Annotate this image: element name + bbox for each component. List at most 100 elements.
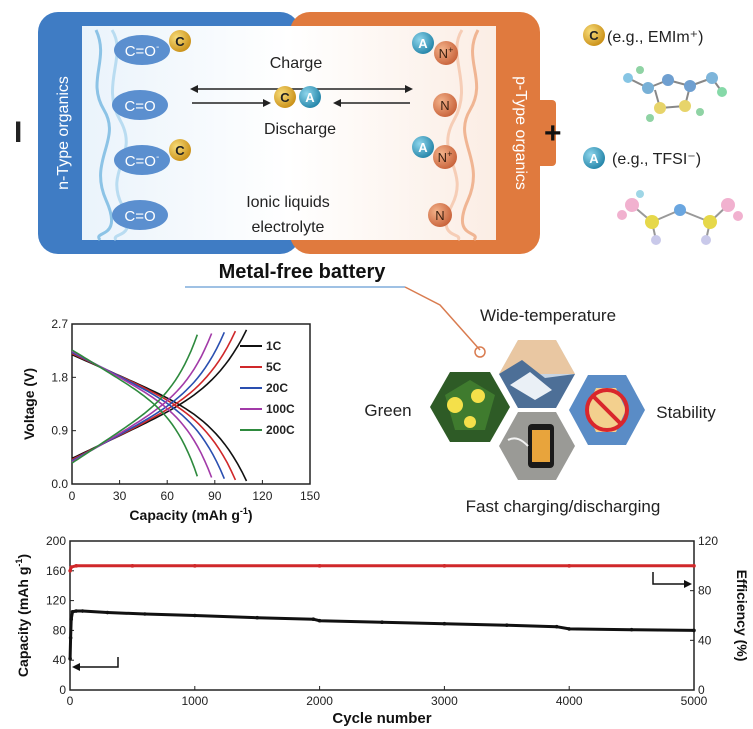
y-tick-label: 0.9 [51, 424, 68, 438]
svg-text:C: C [280, 90, 290, 105]
cathode-groups: A N+ N A N+ N [412, 32, 458, 227]
data-point-capacity [629, 627, 634, 632]
legend-label-200C: 200C [266, 423, 295, 437]
data-point-capacity [68, 636, 73, 640]
cation-bound-2: C [169, 139, 191, 161]
discharge-curve-200C [71, 349, 199, 477]
tfsi-molecule-icon [617, 190, 743, 245]
data-point-capacity [442, 621, 447, 626]
nitrogen-cation-1: N+ [434, 41, 458, 65]
x-tick-label: 150 [300, 489, 320, 503]
data-point-efficiency [193, 564, 197, 568]
data-point-capacity [70, 609, 75, 614]
cycling-chart: 0 1000 2000 3000 4000 50000408012016020004080… [14, 534, 750, 727]
legend-label-1C: 1C [266, 339, 282, 353]
y-left-tick-label: 160 [46, 564, 66, 578]
legend-label-5C: 5C [266, 360, 282, 374]
anion-bound-1: A [412, 32, 434, 54]
hex-fast-charging [499, 412, 575, 480]
anode-groups: C=O- C=O C=O- C=O C C [112, 30, 191, 230]
data-point-efficiency [567, 564, 571, 568]
data-point-capacity [554, 624, 559, 629]
hex-wide-temperature [499, 340, 575, 408]
electrolyte-label-line1: Ionic liquids [246, 194, 330, 211]
svg-text:C=O: C=O [124, 98, 155, 115]
data-point-efficiency [74, 564, 79, 568]
carbonyl-group-3: C=O- [114, 145, 170, 175]
capacity-axis-indicator [80, 657, 119, 668]
y-left-tick-label: 40 [53, 653, 67, 667]
x-tick-label: 0 [69, 489, 76, 503]
plot-frame [69, 540, 695, 691]
data-point-capacity [193, 613, 197, 618]
negative-terminal-label: I [14, 116, 22, 149]
svg-text:A: A [305, 90, 315, 105]
emim-molecule-icon [623, 66, 727, 122]
svg-text:A: A [418, 36, 428, 51]
data-point-efficiency [68, 569, 72, 573]
anode-label: n-Type organics [55, 76, 72, 190]
nitrogen-cation-3: N+ [433, 145, 457, 169]
connector-line [404, 286, 481, 351]
data-point-efficiency [692, 564, 696, 568]
x-tick-label: 0 [67, 694, 74, 708]
x-tick-label: 5000 [681, 694, 708, 708]
charge-label: Charge [270, 55, 323, 72]
x-tick-label: 120 [252, 489, 272, 503]
data-point-capacity [255, 615, 259, 620]
data-point-capacity [692, 628, 696, 633]
y-right-tick-label: 80 [698, 584, 712, 598]
efficiency-axis-arrowhead [684, 580, 692, 588]
efficiency-axis-indicator [652, 572, 684, 585]
x-tick-label: 60 [161, 489, 175, 503]
y-axis-label: Voltage (V) [21, 368, 37, 440]
plot-frame [71, 323, 311, 485]
y-tick-label: 0.0 [51, 477, 68, 491]
data-point-efficiency [317, 564, 322, 568]
y-left-axis-label: Capacity (mAh g-1) [14, 554, 31, 677]
series-line-efficiency [68, 564, 694, 572]
legend-label-100C: 100C [266, 402, 295, 416]
series-line-capacity [68, 609, 695, 659]
svg-text:C=O-: C=O- [125, 42, 160, 60]
data-point-capacity [80, 609, 85, 613]
svg-text:A: A [418, 140, 428, 155]
connector-marker [474, 346, 486, 358]
carbonyl-group-1: C=O- [114, 35, 170, 65]
y-right-tick-label: 40 [698, 633, 712, 647]
nitrogen-group-4: N [428, 203, 452, 227]
feature-green: Green [364, 401, 411, 420]
battery-terminal [536, 100, 556, 166]
data-point-capacity [311, 617, 316, 622]
data-point-capacity [68, 656, 72, 661]
svg-text:N+: N+ [439, 45, 454, 61]
data-point-capacity [143, 612, 147, 616]
y-left-tick-label: 0 [59, 683, 66, 697]
data-point-capacity [380, 620, 384, 625]
charge-arrows [190, 85, 413, 107]
x-tick-label: 3000 [431, 694, 458, 708]
feature-wide-temperature: Wide-temperature [480, 306, 616, 325]
data-point-capacity [74, 609, 79, 613]
svg-text:N+: N+ [438, 149, 453, 165]
discharge-curve-1C [71, 353, 248, 482]
svg-text:C=O-: C=O- [125, 152, 160, 170]
x-tick-label: 90 [208, 489, 222, 503]
y-right-tick-label: 120 [698, 534, 718, 548]
y-left-tick-label: 120 [46, 594, 66, 608]
carbonyl-group-2: C=O [112, 90, 168, 120]
y-right-axis-label: Efficiency (%) [734, 570, 750, 662]
data-point-capacity [505, 623, 509, 627]
y-tick-label: 2.7 [51, 317, 68, 331]
x-tick-label: 2000 [306, 694, 333, 708]
svg-text:C: C [589, 28, 599, 43]
anion-legend-icon: A [583, 147, 605, 169]
svg-text:N: N [440, 98, 449, 113]
features-panel: Wide-temperature Green Stabi [364, 286, 716, 516]
battery-schematic: I + n-Type organics p-Type organics C=O-… [14, 12, 562, 254]
data-point-capacity [69, 617, 74, 622]
feature-stability: Stability [656, 403, 716, 422]
data-point-capacity [317, 618, 322, 623]
charge-curve-200C [71, 334, 199, 464]
